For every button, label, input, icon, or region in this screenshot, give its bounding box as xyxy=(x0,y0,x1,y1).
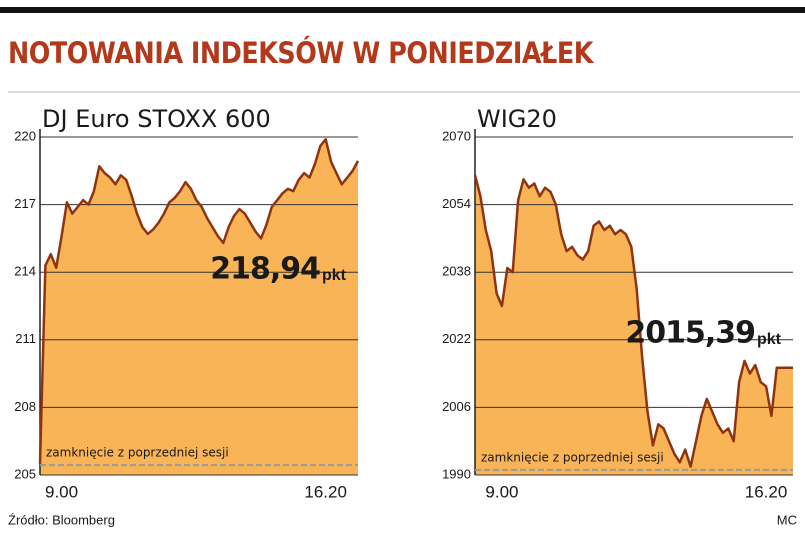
value-unit: pkt xyxy=(757,331,782,348)
x-tick-label: 16.20 xyxy=(745,482,788,501)
chart-title: DJ Euro STOXX 600 xyxy=(42,105,271,133)
y-tick-label: 208 xyxy=(14,399,36,414)
page-title: NOTOWANIA INDEKSÓW W PONIEDZIAŁEK xyxy=(8,36,595,70)
y-tick-label: 217 xyxy=(14,196,36,211)
y-tick-label: 205 xyxy=(14,466,36,481)
y-tick-label: 214 xyxy=(14,264,36,279)
y-tick-label: 211 xyxy=(15,331,36,346)
credit: MC xyxy=(777,512,797,527)
area xyxy=(475,175,793,475)
y-tick-label: 1990 xyxy=(442,466,471,481)
top-bar xyxy=(0,7,805,13)
x-tick-label: 16.20 xyxy=(304,482,347,501)
value-label: 2015,39 xyxy=(625,316,755,351)
reference-label: zamknięcie z poprzedniej sesji xyxy=(481,450,664,464)
y-tick-label: 2070 xyxy=(442,128,471,143)
source: Źródło: Bloomberg xyxy=(8,512,115,527)
x-tick-label: 9.00 xyxy=(485,482,518,501)
x-tick-label: 9.00 xyxy=(45,482,78,501)
line xyxy=(473,174,793,468)
value-label: 218,94 xyxy=(210,252,320,287)
area xyxy=(40,139,358,476)
y-tick-label: 220 xyxy=(14,128,36,143)
chart-title: WIG20 xyxy=(477,105,557,133)
y-tick-label: 2006 xyxy=(442,399,471,414)
reference-label: zamknięcie z poprzedniej sesji xyxy=(46,446,229,460)
y-tick-label: 2038 xyxy=(442,264,471,279)
value-unit: pkt xyxy=(322,267,347,284)
line xyxy=(38,138,360,464)
y-tick-label: 2054 xyxy=(442,196,471,211)
y-tick-label: 2022 xyxy=(442,331,471,346)
